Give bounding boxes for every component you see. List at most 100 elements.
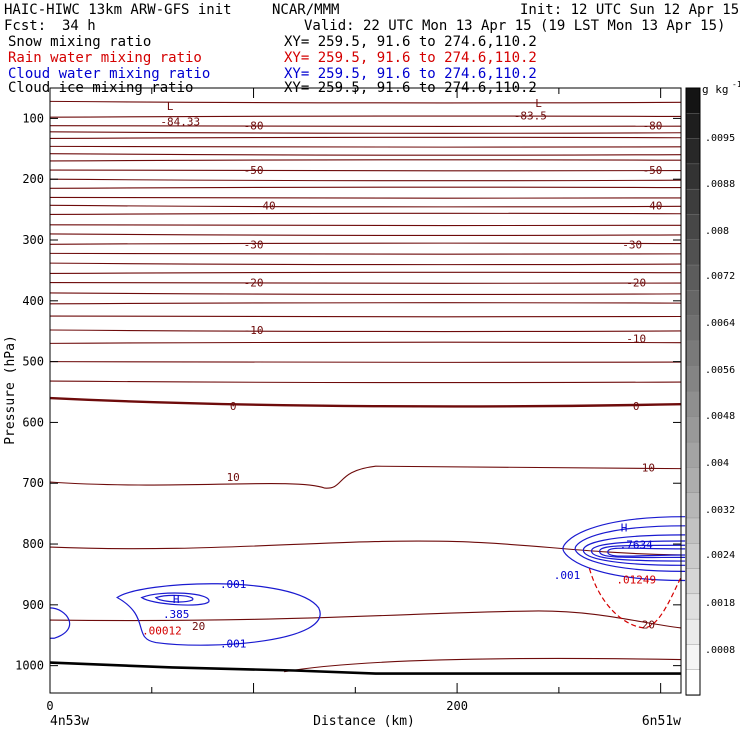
cloud-label: .001	[220, 578, 247, 591]
surface-terrain-line	[49, 661, 681, 675]
y-tick-label: 200	[22, 172, 44, 186]
cloud-label: H	[621, 522, 628, 535]
temperature-contour	[49, 131, 682, 134]
temperature-contour	[49, 302, 682, 305]
cloud-label: H	[173, 593, 180, 606]
colorbar-tick-label: .0072	[705, 271, 735, 282]
temperature-label: 0	[230, 400, 237, 413]
cloud-contours	[49, 516, 686, 646]
colorbar-segment	[685, 492, 701, 519]
temperature-label: 20	[642, 618, 655, 631]
colorbar-tick-label: .0032	[705, 505, 735, 516]
colorbar-tick-label: .0018	[705, 598, 735, 609]
x-start-location: 4n53w	[50, 714, 89, 729]
colorbar-segment	[685, 366, 701, 393]
cloud-label: .001	[220, 638, 247, 651]
x-axis-label: Distance (km)	[313, 714, 415, 729]
temperature-contour	[49, 242, 682, 245]
temperature-contours	[49, 100, 682, 675]
colorbar-segment	[685, 391, 701, 418]
temperature-label: -40	[643, 199, 663, 212]
colorbar-tick-label: .0008	[705, 645, 735, 656]
temperature-contour	[49, 282, 682, 284]
colorbar-segment	[685, 593, 701, 620]
temperature-contour	[49, 153, 682, 156]
temperature-contour	[49, 186, 682, 189]
valid-time: Valid: 22 UTC Mon 13 Apr 15 (19 LST Mon …	[304, 18, 726, 34]
colorbar-segment	[685, 644, 701, 671]
temperature-label: -30	[244, 238, 264, 251]
colorbar: .0095 .0088 .008 .0072 .0064 .0056 .0048 .004 .0…	[685, 87, 735, 696]
temperature-contour	[49, 292, 682, 295]
colorbar-segment	[685, 315, 701, 342]
x-end-location: 6n51w	[642, 714, 681, 729]
temperature-contour	[49, 136, 682, 140]
colorbar-segment	[685, 163, 701, 190]
org-label: NCAR/MMM	[272, 2, 340, 18]
temperature-contour-10	[49, 465, 682, 489]
temperature-contour	[49, 224, 682, 227]
temperature-contour	[283, 657, 682, 673]
temperature-contour	[49, 361, 682, 363]
temperature-label: -83.5	[514, 109, 547, 122]
cloud-water-contour-right	[574, 525, 686, 572]
colorbar-unit-exponent: -1	[732, 80, 740, 89]
plot-frame	[49, 87, 682, 694]
cloud-label: .00012	[142, 624, 182, 637]
temperature-contour	[49, 233, 682, 236]
temperature-label: 20	[192, 620, 205, 633]
cloud-water-contour-left	[116, 583, 321, 646]
colorbar-segment	[685, 113, 701, 140]
fcst-label: Fcst:	[4, 18, 47, 34]
rain-water-contour	[588, 568, 682, 629]
temperature-label: 10	[642, 461, 655, 474]
temperature-contour	[49, 212, 682, 216]
temperature-contour	[49, 204, 682, 208]
temperature-label: -20	[244, 277, 264, 290]
colorbar-segment	[685, 543, 701, 570]
x-tick-label: 200	[446, 699, 468, 713]
cloud-water-contour-right	[598, 544, 686, 559]
y-tick-label: 100	[22, 111, 44, 125]
temperature-label: -30	[622, 238, 642, 251]
cloud-water-contour-right	[607, 547, 686, 557]
temperature-label: -80	[643, 120, 663, 133]
cloud-water-contour-right	[590, 540, 686, 562]
contour-labels: -84.33L-83.5L-80 -80-50 -50-40 -40-30 -30-20…	[142, 97, 662, 651]
temperature-contour	[49, 169, 682, 172]
temperature-contour	[49, 196, 682, 199]
temperature-label: L	[167, 100, 174, 113]
colorbar-segment	[685, 138, 701, 165]
colorbar-tick-label: .008	[705, 226, 729, 237]
x-tick-label: 0	[46, 699, 53, 713]
temperature-label: L	[535, 97, 542, 110]
colorbar-tick-label: .0056	[705, 365, 735, 376]
model-title: HAIC-HIWC 13km ARW-GFS init	[4, 2, 232, 18]
field-name-snow: Snow mixing ratio	[8, 34, 152, 50]
cloud-water-contour-right	[582, 534, 686, 566]
colorbar-segment	[685, 467, 701, 494]
colorbar-segment	[685, 340, 701, 367]
field-xy-rain: XY= 259.5, 91.6 to 274.6,110.2	[284, 50, 537, 66]
y-tick-label: 400	[22, 294, 44, 308]
fcst-value: 34 h	[62, 18, 96, 34]
y-tick-label: 700	[22, 476, 44, 490]
field-xy-cloud-water: XY= 259.5, 91.6 to 274.6,110.2	[284, 66, 537, 82]
temperature-contour	[49, 159, 682, 162]
colorbar-tick-label: .0048	[705, 411, 735, 422]
colorbar-segment	[685, 618, 701, 646]
temperature-contour	[49, 271, 682, 275]
temperature-contour	[49, 380, 682, 384]
cloud-water-contour-left-inner	[140, 592, 210, 606]
y-tick-label: 500	[22, 355, 44, 369]
colorbar-segment	[685, 568, 701, 595]
cloud-label: .01249	[616, 573, 656, 586]
y-tick-label: 300	[22, 233, 44, 247]
cloud-water-contour-edge	[49, 607, 71, 639]
temperature-label: -84.33	[160, 115, 200, 128]
colorbar-segment	[685, 416, 701, 443]
temperature-contour	[49, 178, 682, 182]
cloud-water-contour-right	[562, 516, 686, 582]
colorbar-tick-label: .004	[705, 458, 729, 469]
